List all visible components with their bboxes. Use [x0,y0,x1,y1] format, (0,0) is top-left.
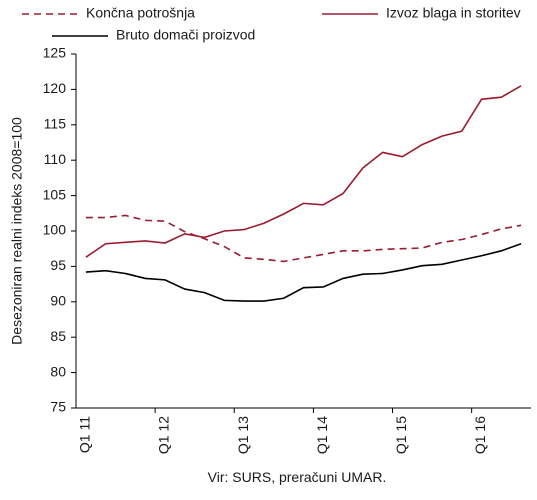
source-note: Vir: SURS, preračuni UMAR. [208,469,387,485]
y-tick-label: 90 [50,293,66,309]
legend-label: Končna potrošnja [86,5,195,21]
x-tick-label: Q1 16 [472,416,488,454]
legend-label: Izvoz blaga in storitev [386,5,521,21]
y-axis-label: Desezoniran realni indeks 2008=100 [9,117,25,345]
y-tick-label: 80 [50,363,66,379]
series-line [85,85,522,258]
series-line [85,214,522,263]
y-tick-label: 105 [43,186,67,202]
x-tick-label: Q1 14 [314,416,330,454]
series-line [85,242,522,302]
x-tick-label: Q1 11 [77,416,93,453]
y-tick-label: 120 [43,80,67,96]
x-tick-label: Q1 12 [156,416,172,454]
y-tick-label: 110 [44,151,67,167]
x-tick-label: Q1 15 [393,416,409,454]
legend-label: Bruto domači proizvod [116,27,255,43]
y-tick-label: 95 [50,257,66,273]
y-tick-label: 125 [43,45,67,61]
y-tick-label: 115 [44,116,67,132]
y-tick-label: 100 [43,222,67,238]
y-tick-label: 85 [50,328,66,344]
x-tick-label: Q1 13 [235,416,251,454]
y-tick-label: 75 [50,399,66,415]
